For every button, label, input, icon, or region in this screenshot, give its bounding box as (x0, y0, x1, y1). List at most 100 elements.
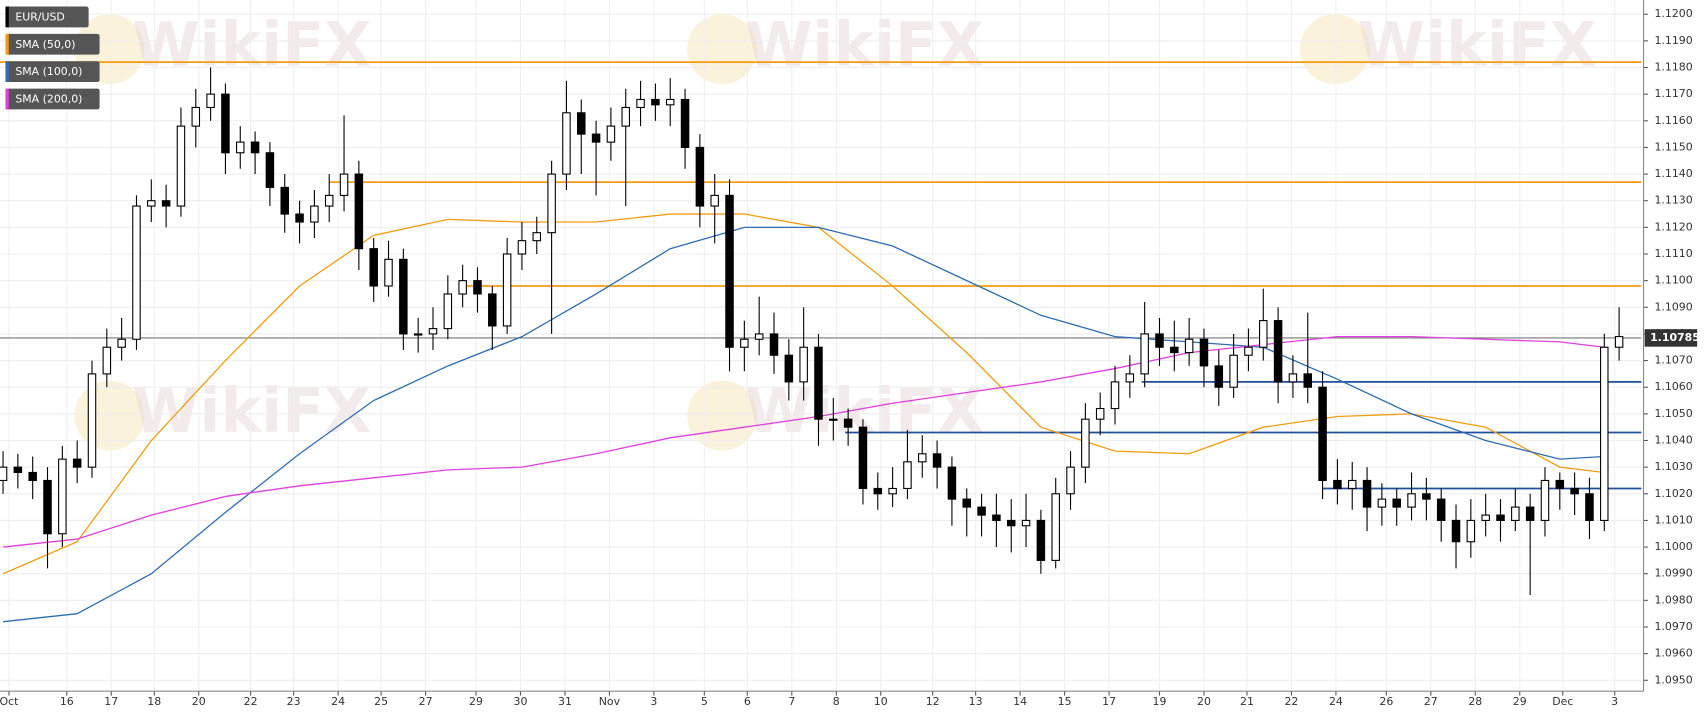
x-tick-label: 20 (192, 695, 206, 708)
candle-body (843, 418, 853, 428)
legend-box (5, 6, 89, 28)
candle-body (117, 338, 126, 348)
candle-body (206, 93, 215, 109)
y-tick-label: 1.1110 (1654, 247, 1692, 260)
candle-body (918, 453, 927, 463)
legend-box (5, 88, 100, 110)
x-tick-label: 5 (701, 695, 708, 708)
candle-body (1288, 373, 1298, 383)
candle-body (1451, 519, 1461, 543)
candle-body (1184, 338, 1194, 354)
x-tick-label: 16 (60, 695, 74, 708)
candle-body (1229, 354, 1238, 388)
candle-body (1377, 498, 1387, 508)
y-tick-label: 1.1100 (1654, 274, 1692, 287)
candle-body (532, 232, 542, 242)
candle-body (72, 458, 82, 468)
candle-body (725, 194, 734, 348)
candle-body (695, 146, 705, 207)
y-tick-label: 1.0950 (1654, 673, 1692, 686)
candle-body (87, 373, 97, 468)
candle-body (858, 426, 868, 490)
candle-body (458, 280, 467, 295)
x-tick-label: 22 (1284, 695, 1298, 708)
candle-body (1244, 346, 1253, 356)
candle-body (310, 205, 319, 223)
candle-body (1496, 514, 1505, 521)
candle-body (502, 253, 512, 327)
candle-body (236, 141, 245, 154)
y-tick-label: 1.1200 (1654, 7, 1692, 20)
candle-body (265, 152, 275, 188)
legend-label: EUR/USD (15, 11, 65, 24)
candle-body (799, 346, 808, 383)
candle-body (1214, 365, 1224, 388)
candle-body (1555, 479, 1565, 490)
x-tick-label: 21 (1240, 695, 1254, 708)
x-tick-label: 23 (287, 695, 301, 708)
candle-body (1585, 493, 1594, 521)
candle-body (740, 338, 749, 348)
candle-body (1081, 418, 1090, 468)
candle-body (58, 458, 67, 535)
x-tick-label: Oct (0, 695, 19, 708)
candle-body (992, 514, 1001, 521)
candle-body (176, 125, 186, 207)
candle-body (1436, 498, 1446, 521)
candle-body (221, 93, 230, 154)
y-tick-label: 1.1050 (1654, 407, 1692, 420)
x-tick-label: 24 (331, 695, 345, 708)
legend-box (5, 61, 100, 83)
last-price-box (1644, 329, 1698, 347)
x-tick-label: 24 (1329, 695, 1343, 708)
candle-body (665, 98, 675, 106)
candle-body (1021, 519, 1031, 527)
candle-body (636, 98, 645, 109)
candle-body (413, 333, 423, 336)
candle-body (1466, 519, 1476, 543)
legend-swatch (5, 33, 9, 55)
legend-label: SMA (100,0) (15, 65, 82, 78)
candle-body (191, 106, 201, 127)
candle-body (1170, 346, 1179, 354)
candle-body (621, 106, 630, 127)
candle-body (147, 200, 156, 207)
candle-body (1511, 506, 1520, 521)
x-tick-label: 27 (419, 695, 433, 708)
y-tick-label: 1.1140 (1654, 167, 1692, 180)
candle-body (977, 506, 986, 516)
candle-body (1392, 498, 1401, 508)
x-tick-label: 30 (514, 695, 528, 708)
candle-body (754, 333, 764, 340)
candle-body (784, 354, 794, 383)
candle-body (1155, 333, 1164, 348)
candle-body (369, 248, 378, 287)
candle-body (680, 98, 690, 148)
y-tick-label: 1.1170 (1654, 87, 1692, 100)
candle-body (1006, 519, 1016, 527)
x-tick-label: 10 (874, 695, 888, 708)
candle-body (0, 466, 8, 482)
y-tick-label: 1.1180 (1654, 61, 1692, 74)
y-tick-label: 1.1160 (1654, 114, 1692, 127)
x-tick-label: 20 (1197, 695, 1211, 708)
x-tick-label: 13 (969, 695, 983, 708)
candle-body (1259, 320, 1268, 348)
candle-body (547, 173, 556, 234)
watermark: WikiFX (1358, 10, 1597, 81)
x-tick-label: 6 (744, 695, 751, 708)
candle-body (769, 333, 779, 356)
candle-body (1110, 381, 1120, 410)
candle-body (1525, 506, 1535, 521)
x-tick-label: 3 (650, 695, 657, 708)
y-tick-label: 1.1060 (1654, 380, 1692, 393)
candle-body (43, 479, 52, 535)
candle-body (28, 471, 37, 482)
x-tick-label: 29 (1513, 695, 1527, 708)
legend: EUR/USD SMA (50,0) SMA (100,0) SMA (200,0) (5, 6, 100, 110)
candle-body (903, 461, 912, 490)
candle-body (962, 498, 972, 508)
candle-body (13, 466, 23, 474)
watermark-logo (1299, 14, 1370, 85)
